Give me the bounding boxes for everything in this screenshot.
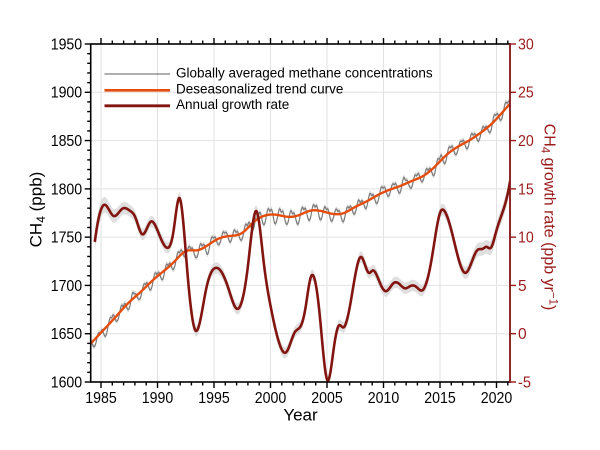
svg-text:5: 5: [518, 278, 527, 295]
svg-text:2015: 2015: [424, 390, 456, 407]
svg-text:1850: 1850: [51, 133, 83, 150]
svg-text:1950: 1950: [51, 36, 83, 53]
svg-text:25: 25: [518, 85, 534, 102]
svg-text:1900: 1900: [51, 85, 83, 102]
svg-text:Year: Year: [283, 406, 318, 425]
svg-text:Globally averaged methane conc: Globally averaged methane concentrations: [176, 65, 433, 80]
svg-text:15: 15: [518, 181, 534, 198]
svg-text:1800: 1800: [51, 181, 83, 198]
svg-text:2000: 2000: [255, 390, 287, 407]
svg-text:Deseasonalized trend curve: Deseasonalized trend curve: [176, 82, 343, 97]
svg-text:2005: 2005: [311, 390, 343, 407]
svg-text:20: 20: [518, 133, 534, 150]
svg-text:1985: 1985: [85, 390, 117, 407]
svg-text:1995: 1995: [198, 390, 230, 407]
svg-text:1700: 1700: [51, 278, 83, 295]
svg-text:1750: 1750: [51, 230, 83, 247]
svg-text:1650: 1650: [51, 326, 83, 343]
svg-text:0: 0: [518, 326, 527, 343]
svg-text:30: 30: [518, 36, 534, 53]
svg-text:-5: -5: [518, 374, 531, 391]
svg-text:CH4 (ppb): CH4 (ppb): [27, 172, 48, 248]
svg-text:CH4 growth rate (ppb yr−1): CH4 growth rate (ppb yr−1): [538, 124, 558, 311]
svg-text:1600: 1600: [51, 374, 83, 391]
svg-text:1990: 1990: [142, 390, 174, 407]
svg-text:10: 10: [518, 230, 534, 247]
svg-text:Annual growth rate: Annual growth rate: [176, 97, 289, 112]
svg-text:2010: 2010: [368, 390, 400, 407]
svg-text:2020: 2020: [481, 390, 513, 407]
